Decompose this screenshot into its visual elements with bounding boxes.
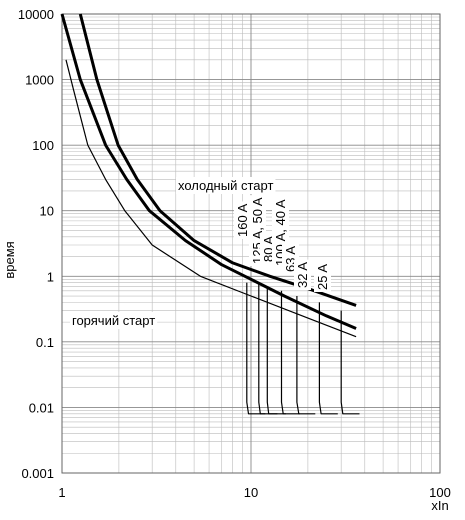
x-tick-label: 1 xyxy=(58,485,65,500)
y-tick-label: 10 xyxy=(40,204,54,219)
curve xyxy=(266,286,286,415)
curve xyxy=(78,13,357,307)
curve xyxy=(60,13,357,330)
x-tick-label: 10 xyxy=(244,485,258,500)
y-tick-label: 0.001 xyxy=(21,466,54,481)
y-tick-label: 0.01 xyxy=(29,400,54,415)
y-tick-label: 1 xyxy=(47,269,54,284)
curve xyxy=(246,282,266,415)
annotation: горячий старт xyxy=(72,313,155,328)
annotation-background xyxy=(234,201,251,239)
annotation-background xyxy=(176,177,276,194)
plot-frame xyxy=(61,13,441,474)
annotation: 32 A xyxy=(295,262,310,288)
annotation-background xyxy=(294,259,311,290)
x-tick-label: 100 xyxy=(429,485,451,500)
curve xyxy=(65,59,357,338)
x-axis-label: xIn xyxy=(431,498,448,513)
curve xyxy=(340,310,360,415)
curve xyxy=(318,302,338,415)
annotation-background xyxy=(314,261,331,292)
annotation: 160 A xyxy=(235,203,250,237)
annotation: 25 A xyxy=(315,264,330,290)
curve xyxy=(296,296,316,415)
y-tick-label: 0.1 xyxy=(36,335,54,350)
annotation-background xyxy=(70,312,158,329)
y-tick-label: 100 xyxy=(32,138,54,153)
curve xyxy=(280,290,300,415)
y-tick-label: 10000 xyxy=(18,7,54,22)
y-axis-label: время xyxy=(2,241,17,278)
y-tick-label: 1000 xyxy=(25,73,54,88)
annotation: холодный старт xyxy=(178,178,273,193)
